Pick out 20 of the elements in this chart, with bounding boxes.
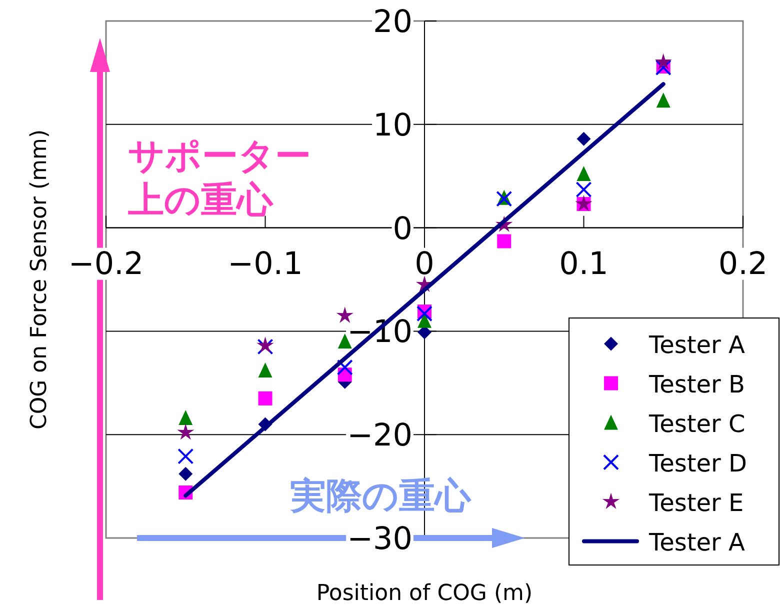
x-axis-title: Position of COG (m) bbox=[316, 581, 533, 606]
x-tick-label: 0 bbox=[414, 246, 434, 282]
legend-label: Tester A bbox=[648, 330, 746, 359]
annotation: サポーター bbox=[128, 135, 311, 176]
y-tick-label: −30 bbox=[347, 521, 412, 557]
annotation: 上の重心 bbox=[128, 179, 274, 220]
legend-label: Tester A bbox=[648, 528, 746, 556]
y-tick-label: 10 bbox=[373, 107, 412, 144]
x-tick-label: 0.2 bbox=[718, 246, 768, 282]
x-tick-label: −0.2 bbox=[68, 246, 144, 282]
y-tick-label: 0 bbox=[392, 210, 412, 247]
legend-label: Tester B bbox=[648, 370, 745, 398]
x-tick-label: −0.1 bbox=[228, 246, 303, 282]
legend-label: Tester E bbox=[648, 488, 744, 517]
legend-label: Tester C bbox=[648, 410, 746, 438]
y-tick-label: −20 bbox=[347, 418, 412, 454]
x-tick-label: 0.1 bbox=[559, 246, 608, 282]
y-axis-title: COG on Force Sensor (mm) bbox=[27, 129, 52, 430]
legend-label: Tester D bbox=[648, 449, 748, 478]
y-tick-label: 20 bbox=[373, 4, 412, 40]
